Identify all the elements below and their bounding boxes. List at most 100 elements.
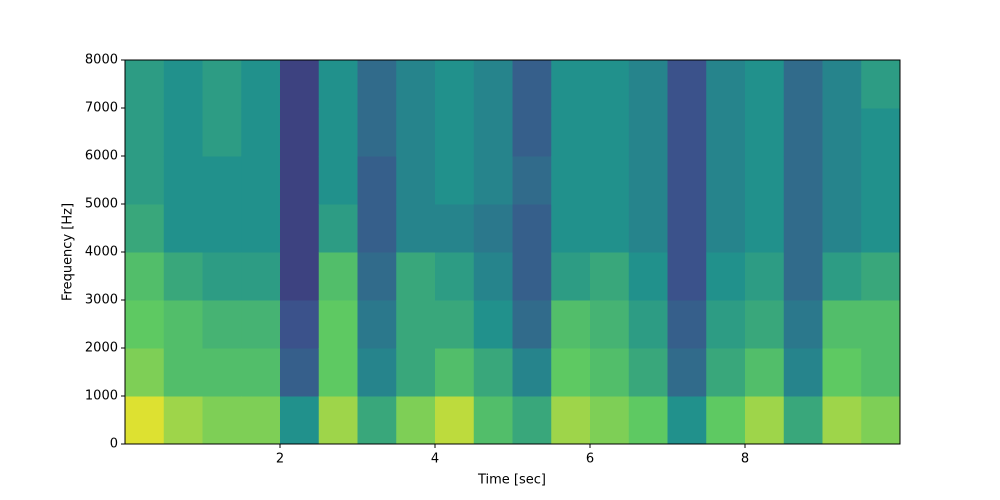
spectrogram-cell [125, 156, 165, 205]
spectrogram-cell [628, 204, 668, 253]
spectrogram-cell [512, 108, 552, 157]
spectrogram-cell [125, 396, 165, 445]
spectrogram-cell [551, 348, 591, 397]
spectrogram-cell [241, 252, 281, 301]
spectrogram-cell [861, 348, 901, 397]
spectrogram-cell [473, 60, 513, 109]
spectrogram-cell [667, 348, 707, 397]
spectrogram-cell [706, 300, 746, 349]
spectrogram-cell [125, 252, 165, 301]
spectrogram-cell [357, 396, 397, 445]
spectrogram-cell [551, 156, 591, 205]
spectrogram-cell [357, 108, 397, 157]
spectrogram-cell [706, 156, 746, 205]
spectrogram-cell [551, 60, 591, 109]
spectrogram-cell [396, 348, 436, 397]
spectrogram-cell [706, 348, 746, 397]
spectrogram-cell [202, 204, 242, 253]
spectrogram-cell [435, 348, 475, 397]
spectrogram-cell [241, 108, 281, 157]
spectrogram-cell [125, 108, 165, 157]
spectrogram-cell [822, 300, 862, 349]
spectrogram-cell [745, 348, 785, 397]
spectrogram-cell [628, 156, 668, 205]
spectrogram-cell [745, 60, 785, 109]
spectrogram-cell [706, 108, 746, 157]
spectrogram-cell [318, 300, 358, 349]
x-tick-label: 8 [741, 452, 749, 467]
spectrogram-cell [357, 60, 397, 109]
spectrogram-cell [241, 156, 281, 205]
spectrogram-cell [628, 60, 668, 109]
spectrogram-cell [396, 108, 436, 157]
spectrogram-cell [163, 108, 203, 157]
spectrogram-cell [202, 396, 242, 445]
spectrogram-cell [590, 60, 630, 109]
spectrogram-cell [280, 204, 320, 253]
spectrogram-cell [551, 396, 591, 445]
spectrogram-cell [745, 108, 785, 157]
spectrogram-cell [783, 396, 823, 445]
spectrogram-cell [435, 252, 475, 301]
spectrogram-cell [861, 252, 901, 301]
spectrogram-cell [861, 156, 901, 205]
spectrogram-cell [590, 396, 630, 445]
spectrogram-cell [202, 156, 242, 205]
spectrogram-cell [861, 396, 901, 445]
spectrogram-cell [667, 156, 707, 205]
spectrogram-cell [822, 108, 862, 157]
spectrogram-cell [163, 396, 203, 445]
spectrogram-cell [706, 252, 746, 301]
spectrogram-cell [357, 252, 397, 301]
spectrogram-cell [473, 252, 513, 301]
x-tick-label: 4 [431, 452, 439, 467]
spectrogram-cell [357, 300, 397, 349]
y-tick-label: 5000 [85, 197, 118, 212]
spectrogram-cell [590, 348, 630, 397]
spectrogram-cell [667, 108, 707, 157]
spectrogram-cell [163, 204, 203, 253]
spectrogram-cell [667, 60, 707, 109]
spectrogram-cell [861, 300, 901, 349]
spectrogram-cell [163, 60, 203, 109]
x-tick-label: 6 [586, 452, 594, 467]
spectrogram-cell [667, 204, 707, 253]
spectrogram-cell [783, 108, 823, 157]
spectrogram-cell [667, 252, 707, 301]
spectrogram-cell [551, 204, 591, 253]
spectrogram-cell [822, 396, 862, 445]
spectrogram-cell [435, 60, 475, 109]
spectrogram-cell [241, 396, 281, 445]
spectrogram-cell [241, 300, 281, 349]
y-tick-label: 6000 [85, 149, 118, 164]
spectrogram-cell [783, 204, 823, 253]
spectrogram-cell [783, 60, 823, 109]
spectrogram-cell [318, 204, 358, 253]
spectrogram-cell [745, 252, 785, 301]
spectrogram-cell [473, 396, 513, 445]
spectrogram-cell [628, 252, 668, 301]
spectrogram-cell [125, 300, 165, 349]
spectrogram-cell [551, 300, 591, 349]
y-tick-label: 8000 [85, 53, 118, 68]
spectrogram-cell [202, 300, 242, 349]
spectrogram-cell [861, 108, 901, 157]
spectrogram-cell [745, 204, 785, 253]
spectrogram-cell [473, 108, 513, 157]
spectrogram-cell [783, 348, 823, 397]
spectrogram-cell [318, 348, 358, 397]
spectrogram-cell [590, 156, 630, 205]
spectrogram-cell [357, 156, 397, 205]
spectrogram-cell [202, 108, 242, 157]
spectrogram-cell [512, 300, 552, 349]
spectrogram-cell [280, 300, 320, 349]
spectrogram-cell [280, 348, 320, 397]
spectrogram-cell [512, 252, 552, 301]
spectrogram-cell [512, 156, 552, 205]
spectrogram-cell [822, 156, 862, 205]
spectrogram-cell [512, 204, 552, 253]
spectrogram-cell [512, 60, 552, 109]
spectrogram-cell [745, 156, 785, 205]
spectrogram-cell [241, 204, 281, 253]
spectrogram-cell [202, 252, 242, 301]
